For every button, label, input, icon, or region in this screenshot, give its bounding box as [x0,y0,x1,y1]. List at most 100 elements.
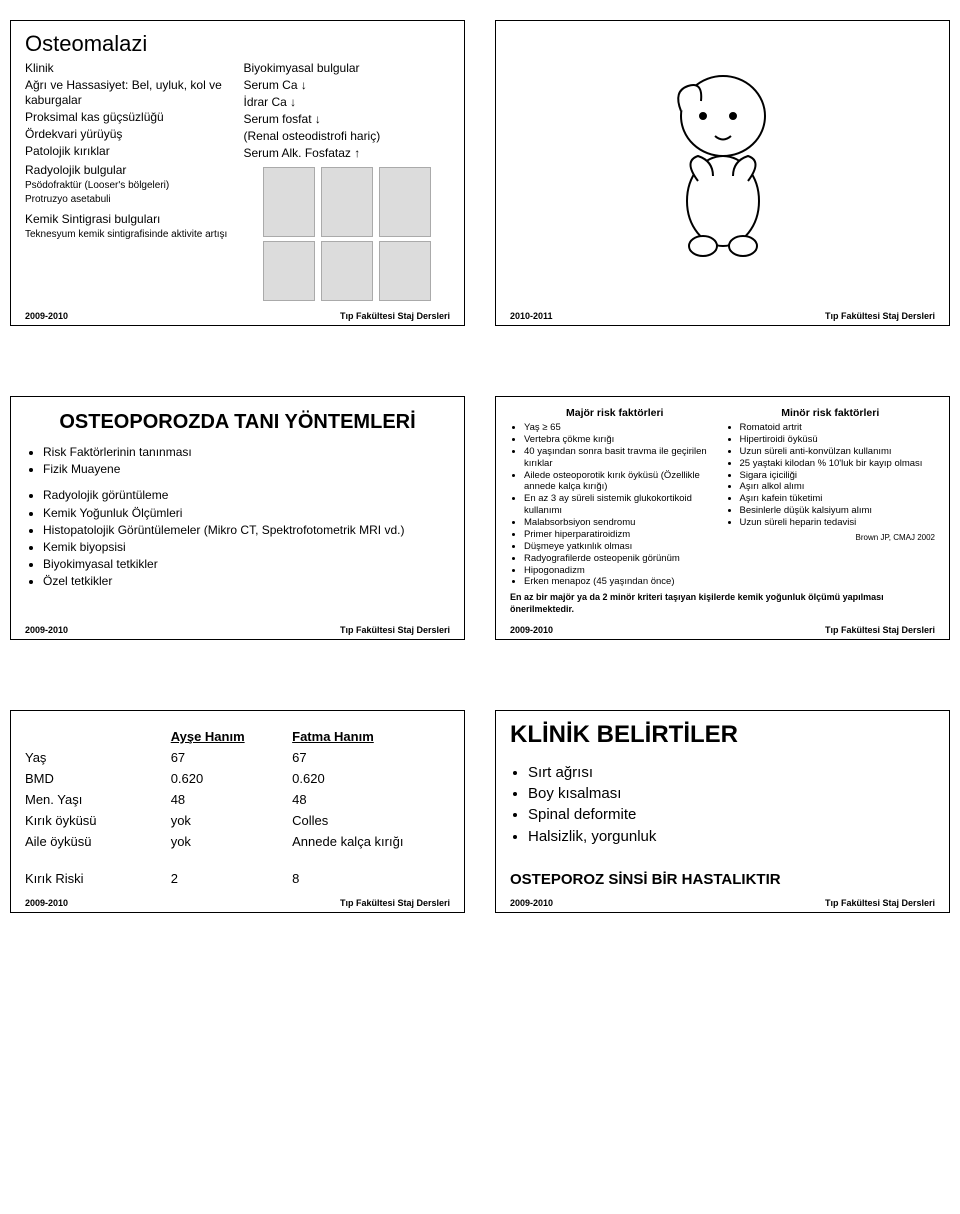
risk-item: 25 yaştaki kilodan % 10'luk bir kayıp ol… [740,458,936,470]
major-risk-list: Yaş ≥ 65 Vertebra çökme kırığı 40 yaşınd… [510,422,720,588]
text: İdrar Ca ↓ [244,95,451,110]
slide-grid: Osteomalazi Klinik Ağrı ve Hassasiyet: B… [10,20,950,913]
cell: 2 [171,871,292,886]
text: Protruzyo asetabuli [25,194,232,206]
subhead-sintigra: Kemik Sintigrasi bulguları [25,212,232,227]
bullet-list: Sırt ağrısı Boy kısalması Spinal deformi… [510,763,935,847]
subhead-klinik: Klinik [25,61,232,76]
footer-right: Tıp Fakültesi Staj Dersleri [825,311,935,321]
row-label: Kırık öyküsü [25,813,171,828]
slide-osteomalazi: Osteomalazi Klinik Ağrı ve Hassasiyet: B… [10,20,465,326]
scan-image [263,167,315,237]
slide-title: KLİNİK BELİRTİLER [510,721,935,749]
bullet: Spinal deformite [528,805,935,825]
risk-note: En az bir majör ya da 2 minör kriteri ta… [510,592,935,615]
risk-item: Sigara içiciliği [740,470,936,482]
footer-left: 2009-2010 [25,625,68,635]
minor-risk-col: Minör risk faktörleri Romatoid artrit Hi… [726,407,936,588]
cell: 67 [171,750,292,765]
scan-image [379,241,431,301]
bullet: Özel tetkikler [43,573,450,589]
bullet: Boy kısalması [528,784,935,804]
slide-title: Osteomalazi [25,31,450,57]
scan-image [321,167,373,237]
cell: 0.620 [292,771,450,786]
subhead-biyokimya: Biyokimyasal bulgular [244,61,451,76]
risk-item: Uzun süreli heparin tedavisi [740,517,936,529]
risk-item: Malabsorbsiyon sendromu [524,517,720,529]
citation: Brown JP, CMAJ 2002 [726,533,936,542]
risk-item: Düşmeye yatkınlık olması [524,541,720,553]
subhead-radyolojik: Radyolojik bulgular [25,163,232,178]
slide-klinik-belirtiler: KLİNİK BELİRTİLER Sırt ağrısı Boy kısalm… [495,710,950,913]
cell: Colles [292,813,450,828]
risk-item: Besinlerle düşük kalsiyum alımı [740,505,936,517]
cell: 48 [171,792,292,807]
baby-illustration [643,61,803,261]
text: Ağrı ve Hassasiyet: Bel, uyluk, kol ve k… [25,78,232,108]
risk-item: Aşırı kafein tüketimi [740,493,936,505]
col-right: Biyokimyasal bulgular Serum Ca ↓ İdrar C… [244,61,451,301]
bullet: Biyokimyasal tetkikler [43,556,450,572]
slide-risk-faktorleri: Majör risk faktörleri Yaş ≥ 65 Vertebra … [495,396,950,640]
scan-image [263,241,315,301]
row-label: Men. Yaşı [25,792,171,807]
risk-item: Romatoid artrit [740,422,936,434]
slide-baby: 2010-2011 Tıp Fakültesi Staj Dersleri [495,20,950,326]
risk-item: Yaş ≥ 65 [524,422,720,434]
footer-left: 2009-2010 [510,898,553,908]
slide-footer: 2010-2011 Tıp Fakültesi Staj Dersleri [510,311,935,321]
text: Ördekvari yürüyüş [25,127,232,142]
footer-left: 2009-2010 [510,625,553,635]
row-label: Kırık Riski [25,871,171,886]
scan-image [321,241,373,301]
col-head-ayse: Ayşe Hanım [171,729,292,744]
bullet: Fizik Muayene [43,461,450,477]
col-left: Klinik Ağrı ve Hassasiyet: Bel, uyluk, k… [25,61,232,301]
footer-right: Tıp Fakültesi Staj Dersleri [340,898,450,908]
risk-item: Uzun süreli anti-konvülzan kullanımı [740,446,936,458]
row-label: Yaş [25,750,171,765]
footer-right: Tıp Fakültesi Staj Dersleri [825,625,935,635]
footer-left: 2010-2011 [510,311,553,321]
cell: yok [171,813,292,828]
text: Teknesyum kemik sintigrafisinde aktivite… [25,229,232,241]
col-head: Minör risk faktörleri [726,407,936,419]
footer-left: 2009-2010 [25,311,68,321]
slide-footer: 2009-2010 Tıp Fakültesi Staj Dersleri [510,625,935,635]
cell: yok [171,834,292,849]
col-head-fatma: Fatma Hanım [292,729,450,744]
slide-footer: 2009-2010 Tıp Fakültesi Staj Dersleri [25,311,450,321]
text: Proksimal kas güçsüzlüğü [25,110,232,125]
slide-title: OSTEOPOROZDA TANI YÖNTEMLERİ [25,411,450,434]
footer-right: Tıp Fakültesi Staj Dersleri [340,625,450,635]
text: Serum Alk. Fosfataz ↑ [244,146,451,161]
bullet: Radyolojik görüntüleme [43,487,450,503]
risk-item: Hipogonadizm [524,565,720,577]
slide-footer: 2009-2010 Tıp Fakültesi Staj Dersleri [25,625,450,635]
footer-right: Tıp Fakültesi Staj Dersleri [340,311,450,321]
slide-footer: 2009-2010 Tıp Fakültesi Staj Dersleri [25,898,450,908]
slide-comparison: Ayşe Hanım Fatma Hanım Yaş 67 67 BMD 0.6… [10,710,465,913]
risk-item: Aşırı alkol alımı [740,481,936,493]
col-head: Majör risk faktörleri [510,407,720,419]
cell: 8 [292,871,450,886]
footer-left: 2009-2010 [25,898,68,908]
bullet: Kemik biyopsisi [43,539,450,555]
row-label: BMD [25,771,171,786]
bullet: Histopatolojik Görüntülemeler (Mikro CT,… [43,522,450,538]
text: Psödofraktür (Looser's bölgeleri) [25,180,232,192]
bullet: Halsizlik, yorgunluk [528,827,935,847]
tagline: OSTEPOROZ SİNSİ BİR HASTALIKTIR [510,871,935,888]
bullet-list: Radyolojik görüntüleme Kemik Yoğunluk Öl… [25,487,450,589]
risk-item: Ailede osteoporotik kırık öyküsü (Özelli… [524,470,720,494]
slide-tani-yontemleri: OSTEOPOROZDA TANI YÖNTEMLERİ Risk Faktör… [10,396,465,640]
text: (Renal osteodistrofi hariç) [244,129,451,144]
scan-thumbs-row2 [244,241,451,301]
risk-item: Radyografilerde osteopenik görünüm [524,553,720,565]
risk-item: Vertebra çökme kırığı [524,434,720,446]
scan-thumbs [244,167,451,237]
risk-item: Primer hiperparatiroidizm [524,529,720,541]
bullet-list: Risk Faktörlerinin tanınması Fizik Muaye… [25,444,450,477]
scan-image [379,167,431,237]
